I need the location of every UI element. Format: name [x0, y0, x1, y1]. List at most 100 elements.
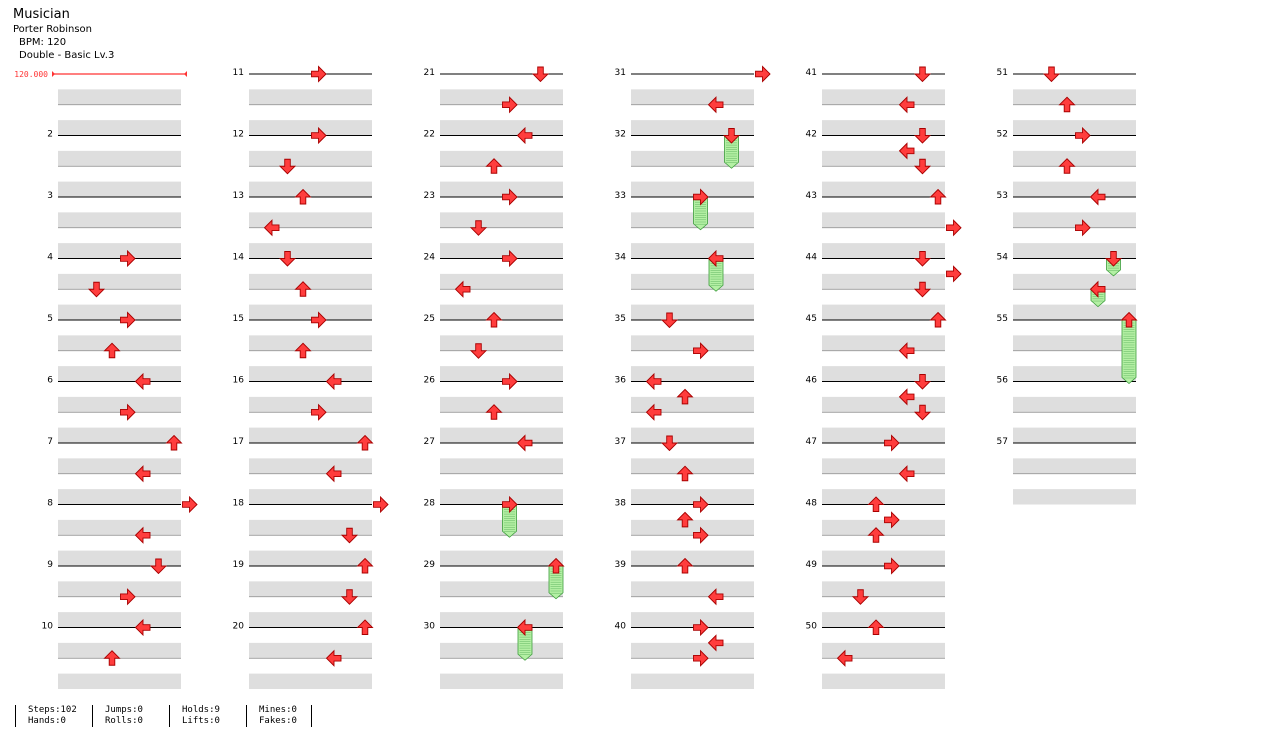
beat-band [631, 519, 754, 536]
arrow-note-icon [1058, 158, 1076, 174]
stats-group-mines: Mines:0 Fakes:0 [246, 705, 312, 727]
arrow-note-icon [1042, 66, 1061, 83]
measure-number: 8 [47, 499, 53, 509]
measure-number: 44 [806, 253, 818, 263]
beat-band [1013, 304, 1136, 320]
measure-number: 3 [47, 191, 53, 201]
beat-band [1013, 427, 1136, 443]
measure-number: 35 [615, 314, 626, 324]
measure-number: 10 [42, 622, 54, 632]
beat-band [631, 612, 754, 628]
arrow-note-icon [1075, 219, 1091, 237]
arrow-note-icon [929, 188, 947, 205]
arrow-note-icon [134, 465, 151, 483]
beat-band [58, 150, 181, 167]
song-bpm: BPM: 120 [19, 37, 67, 48]
measure-number: 48 [806, 499, 818, 509]
arrow-note-icon [898, 342, 915, 360]
beat-band [249, 335, 372, 351]
beat-band [58, 120, 181, 136]
measure-number: 16 [233, 376, 245, 386]
beat-band [440, 642, 563, 659]
arrow-note-icon [913, 374, 932, 390]
measure-number: 57 [997, 437, 1008, 447]
beat-band [440, 212, 563, 228]
beat-band [440, 366, 563, 382]
arrow-note-icon [502, 495, 518, 514]
stats-group-jumps: Jumps:0 Rolls:0 [92, 705, 170, 727]
arrow-note-icon [913, 251, 932, 267]
beat-band [631, 427, 754, 443]
beat-band [1013, 89, 1136, 105]
arrow-note-icon [278, 158, 297, 175]
measure-number: 4 [47, 253, 53, 263]
arrow-note-icon [485, 158, 503, 174]
arrow-note-icon [516, 126, 533, 145]
beat-band [631, 458, 754, 474]
beat-band [249, 642, 372, 659]
arrow-note-icon [373, 495, 389, 514]
measure-number: 33 [615, 191, 626, 201]
arrow-note-icon [340, 527, 359, 544]
beat-band [249, 243, 372, 259]
arrow-note-icon [645, 372, 662, 391]
stats-group-holds: Holds:9 Lifts:0 [169, 705, 247, 727]
beat-band [631, 212, 754, 228]
beat-band [58, 335, 181, 351]
beat-band [249, 489, 372, 505]
measure-number: 47 [806, 437, 817, 447]
stat-holds: Holds:9 [182, 705, 220, 715]
arrow-note-icon [707, 96, 724, 114]
arrow-note-icon [325, 649, 342, 667]
arrow-note-icon [516, 618, 533, 637]
measure-number: 20 [233, 622, 245, 632]
beat-band [58, 181, 181, 197]
measure-number: 6 [47, 376, 53, 386]
arrow-note-icon [311, 126, 327, 145]
beat-band [822, 120, 945, 136]
arrow-note-icon [929, 311, 947, 328]
arrow-note-icon [913, 158, 932, 175]
beat-band [249, 366, 372, 382]
beat-band [1013, 243, 1136, 259]
arrow-note-icon [516, 434, 533, 452]
arrow-note-icon [454, 280, 471, 298]
beat-band [58, 458, 181, 474]
beat-band [249, 304, 372, 320]
beat-band [822, 550, 945, 566]
arrow-note-icon [278, 251, 297, 267]
beat-band [249, 581, 372, 597]
arrow-note-icon [120, 311, 136, 329]
beat-band [631, 243, 754, 259]
beat-band [58, 581, 181, 597]
beat-band [822, 335, 945, 351]
beat-band [249, 519, 372, 536]
arrow-note-icon [485, 311, 503, 328]
measure-number: 39 [615, 560, 627, 570]
beat-band [631, 550, 754, 566]
arrow-note-icon [1075, 126, 1091, 145]
beat-band [440, 581, 563, 597]
arrow-note-icon [531, 66, 550, 83]
arrow-note-icon [884, 511, 900, 529]
beat-band [822, 519, 945, 536]
arrow-note-icon [134, 372, 151, 391]
stat-mines: Mines:0 [259, 705, 297, 715]
beat-band [822, 612, 945, 628]
arrow-note-icon [898, 388, 915, 406]
arrow-note-icon [1089, 280, 1106, 298]
beat-band [249, 550, 372, 566]
arrow-note-icon [884, 434, 900, 452]
beat-band [822, 243, 945, 259]
beat-band [249, 612, 372, 628]
measure-number: 24 [424, 253, 436, 263]
measure-number: 31 [615, 68, 626, 78]
arrow-note-icon [485, 404, 503, 420]
arrow-note-icon [913, 281, 932, 298]
measure-number: 9 [47, 560, 53, 570]
beat-band [249, 273, 372, 290]
measure-number: 26 [424, 376, 436, 386]
beat-band [58, 243, 181, 259]
beat-band [58, 519, 181, 536]
stat-jumps: Jumps:0 [105, 705, 143, 715]
